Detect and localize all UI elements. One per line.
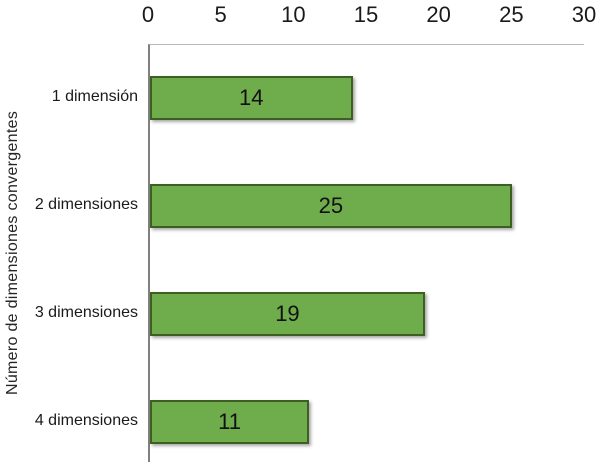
bar: 19 bbox=[150, 292, 425, 336]
x-tick-label: 0 bbox=[141, 2, 155, 27]
x-tick-label: 30 bbox=[571, 2, 597, 27]
category-label: 3 dimensiones bbox=[34, 304, 138, 321]
x-axis-ticks: 0 5 10 15 20 25 30 bbox=[142, 0, 596, 32]
x-tick-label: 10 bbox=[281, 2, 306, 27]
bar-value-label: 19 bbox=[275, 301, 300, 326]
bar: 11 bbox=[150, 400, 310, 444]
bar-value-label: 25 bbox=[318, 193, 344, 218]
category-label: 4 dimensiones bbox=[34, 412, 138, 429]
x-tick-label: 15 bbox=[353, 2, 379, 27]
category-label: 1 dimensión bbox=[51, 88, 138, 105]
plot-area: 14 25 19 11 bbox=[148, 44, 584, 462]
bar: 14 bbox=[150, 76, 353, 120]
category-label: 2 dimensiones bbox=[34, 196, 138, 213]
x-tick-label: 25 bbox=[499, 2, 524, 27]
x-tick-label: 20 bbox=[426, 2, 451, 27]
bar-value-label: 14 bbox=[239, 85, 264, 110]
x-tick-label: 5 bbox=[214, 2, 227, 27]
bar: 25 bbox=[150, 184, 512, 228]
bar-value-label: 11 bbox=[218, 409, 241, 434]
